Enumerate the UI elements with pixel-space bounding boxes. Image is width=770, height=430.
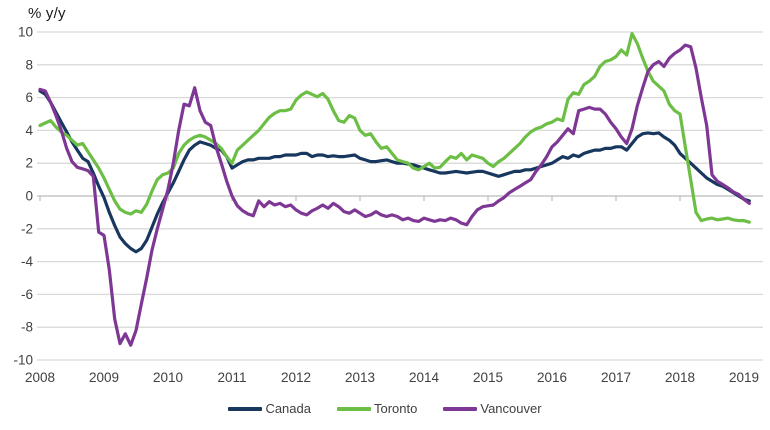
y-tick-label: 4: [25, 123, 33, 138]
legend-line-swatch-toronto: [336, 406, 371, 411]
legend-item-canada: Canada: [228, 401, 311, 416]
series-line-toronto: [38, 31, 751, 224]
legend-line-swatch-vancouver: [443, 406, 478, 411]
x-tick-label: 2012: [281, 370, 311, 385]
series-line-vancouver: [38, 43, 751, 347]
y-tick-label: 10: [18, 25, 33, 40]
x-tick-label: 2018: [665, 370, 695, 385]
series-line-canada: [38, 89, 751, 254]
y-tick-label: -8: [21, 320, 33, 335]
y-axis-title: % y/y: [28, 5, 66, 22]
x-tick-label: 2010: [153, 370, 183, 385]
legend-line-swatch-canada: [228, 406, 263, 411]
y-tick-label: 6: [25, 90, 33, 105]
legend-item-vancouver: Vancouver: [443, 401, 542, 416]
legend-label: Canada: [265, 401, 311, 416]
y-tick-label: -4: [21, 254, 33, 269]
x-tick-label: 2009: [89, 370, 119, 385]
x-tick-label: 2017: [601, 370, 631, 385]
y-tick-label: 2: [25, 156, 33, 171]
y-tick-label: 8: [25, 57, 33, 72]
x-tick-label: 2011: [217, 370, 246, 385]
legend-item-toronto: Toronto: [336, 401, 418, 416]
x-tick-label: 2013: [345, 370, 375, 385]
x-tick-label: 2008: [25, 370, 55, 385]
legend-label: Toronto: [373, 401, 418, 416]
y-tick-label: -2: [21, 221, 33, 236]
x-tick-label: 2016: [537, 370, 567, 385]
y-tick-label: 0: [25, 189, 33, 204]
x-tick-label: 2019: [729, 370, 759, 385]
x-tick-label: 2014: [409, 370, 440, 385]
y-tick-label: -10: [13, 353, 33, 368]
y-tick-label: -6: [21, 287, 33, 302]
x-tick-label: 2015: [473, 370, 503, 385]
chart-legend: Canada Toronto Vancouver: [0, 401, 770, 416]
legend-label: Vancouver: [480, 401, 542, 416]
